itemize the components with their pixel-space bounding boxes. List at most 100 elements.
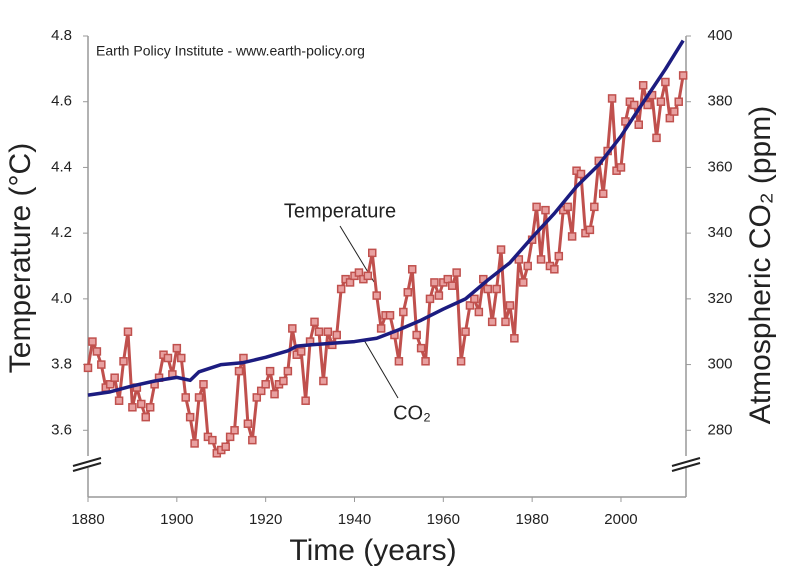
data-point xyxy=(492,284,501,294)
data-point xyxy=(434,291,444,300)
data-point xyxy=(83,363,93,373)
y2-tick-label: 380 xyxy=(707,93,732,110)
data-point xyxy=(199,380,208,389)
x-tick-label: 1940 xyxy=(338,511,371,528)
y-tick-label: 4.4 xyxy=(51,158,72,175)
y-tick-label: 4.2 xyxy=(51,224,72,241)
data-point xyxy=(225,432,235,442)
leader-line xyxy=(363,339,399,399)
y2-axis-title: Atmospheric CO₂ (ppm) xyxy=(744,106,777,424)
x-tick-label: 1900 xyxy=(160,511,193,528)
data-point xyxy=(372,291,381,300)
y-tick-label: 3.8 xyxy=(51,356,72,373)
y2-tick-label: 340 xyxy=(707,224,732,241)
y2-tick-label: 400 xyxy=(707,27,732,44)
y2-tick-label: 280 xyxy=(707,421,732,438)
data-point xyxy=(510,334,519,343)
data-point xyxy=(256,386,266,396)
x-axis-title: Time (years) xyxy=(289,534,456,567)
y-tick-label: 4.6 xyxy=(51,93,72,110)
data-point xyxy=(190,439,199,448)
data-point xyxy=(97,360,106,369)
x-tick-label: 2000 xyxy=(604,511,637,528)
data-point xyxy=(376,324,386,333)
y-axis-title: Temperature (°C) xyxy=(4,143,37,373)
data-point xyxy=(585,225,595,235)
data-point xyxy=(421,357,430,366)
x-tick-label: 1980 xyxy=(515,511,548,528)
data-point xyxy=(221,442,230,451)
data-point xyxy=(332,330,341,340)
data-point xyxy=(474,307,484,317)
data-point xyxy=(576,169,586,179)
data-point xyxy=(638,81,648,90)
data-point xyxy=(234,366,244,376)
data-point xyxy=(412,330,421,340)
data-point xyxy=(536,255,546,264)
co2-line xyxy=(87,39,685,397)
data-point xyxy=(105,380,115,389)
data-point xyxy=(323,327,333,336)
data-point xyxy=(487,317,497,327)
data-point xyxy=(301,396,310,405)
data-point xyxy=(656,97,666,106)
data-point xyxy=(523,261,532,271)
data-point xyxy=(279,376,288,386)
data-point xyxy=(230,426,239,435)
data-point xyxy=(541,205,550,215)
data-point xyxy=(443,274,453,284)
data-point xyxy=(110,373,119,382)
data-point xyxy=(452,268,461,277)
data-point xyxy=(270,389,279,399)
data-point xyxy=(598,189,608,198)
data-point xyxy=(88,337,97,346)
data-point xyxy=(399,307,408,317)
data-point xyxy=(465,301,475,310)
data-point xyxy=(288,324,297,333)
data-point xyxy=(661,77,670,87)
data-point xyxy=(181,393,190,402)
data-point xyxy=(430,278,439,287)
data-point xyxy=(416,343,426,353)
data-point xyxy=(243,419,253,428)
data-point xyxy=(470,294,479,304)
data-point xyxy=(92,347,102,356)
data-point xyxy=(141,412,150,422)
data-point xyxy=(345,278,355,287)
data-point xyxy=(461,327,470,336)
data-point xyxy=(248,435,257,445)
data-point xyxy=(354,268,364,277)
data-point xyxy=(607,94,617,103)
data-point xyxy=(447,281,457,290)
data-point xyxy=(208,435,217,445)
data-point xyxy=(114,396,124,405)
x-tick-label: 1960 xyxy=(427,511,460,528)
data-point xyxy=(314,327,324,336)
data-point xyxy=(310,317,319,327)
y2-tick-label: 360 xyxy=(707,158,732,175)
series-label: Temperature xyxy=(284,200,396,222)
data-point xyxy=(643,100,652,110)
data-point xyxy=(368,248,377,258)
data-point xyxy=(501,317,510,327)
data-point xyxy=(590,202,599,212)
data-point xyxy=(336,284,346,294)
data-point xyxy=(177,353,186,363)
x-tick-label: 1920 xyxy=(249,511,282,528)
source-note: Earth Policy Institute - www.earth-polic… xyxy=(96,43,365,59)
data-point xyxy=(634,120,643,129)
data-point xyxy=(319,376,328,386)
data-point xyxy=(616,163,626,172)
data-point xyxy=(532,202,541,212)
data-point xyxy=(407,265,417,274)
data-point xyxy=(261,380,270,389)
data-point xyxy=(652,133,661,143)
data-point xyxy=(496,245,506,254)
data-point xyxy=(128,403,137,412)
data-point xyxy=(665,113,675,123)
data-point xyxy=(554,251,564,261)
data-point xyxy=(123,327,133,336)
y-tick-label: 4.8 xyxy=(51,27,72,44)
data-point xyxy=(505,301,515,310)
